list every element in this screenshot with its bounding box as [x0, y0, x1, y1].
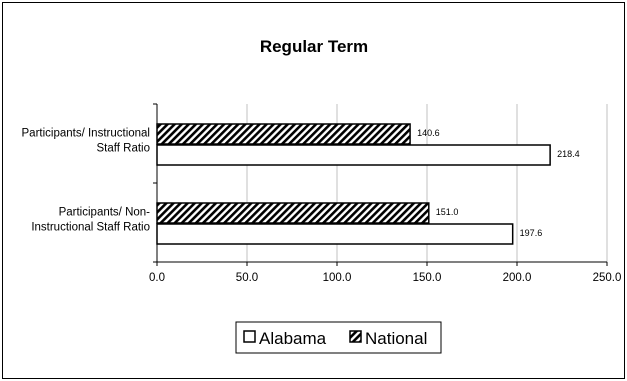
bar-national-1 [156, 202, 430, 224]
bar-national-0 [156, 123, 411, 145]
chart-title: Regular Term [260, 37, 368, 56]
category-label: Instructional Staff Ratio [31, 222, 150, 234]
x-tick-label: 50.0 [236, 272, 258, 284]
category-label: Participants/ Non- [59, 207, 151, 219]
bar-alabama-0 [156, 144, 551, 166]
x-tick-label: 150.0 [413, 272, 442, 284]
x-tick-label: 200.0 [503, 272, 532, 284]
legend-label-national: National [365, 329, 427, 348]
data-label: 151.0 [436, 207, 459, 217]
category-label: Participants/ Instructional [22, 128, 150, 140]
legend-swatch-alabama [243, 330, 256, 343]
bar-alabama-1 [156, 223, 514, 245]
legend-swatch-national [349, 330, 362, 343]
data-label: 197.6 [520, 228, 543, 238]
legend: Alabama National [235, 321, 442, 354]
legend-box [235, 321, 442, 354]
x-tick-label: 250.0 [593, 272, 622, 284]
category-label: Staff Ratio [97, 143, 151, 155]
data-label: 218.4 [557, 149, 580, 159]
legend-label-alabama: Alabama [259, 329, 327, 348]
data-label: 140.6 [417, 128, 440, 138]
x-tick-label: 100.0 [323, 272, 352, 284]
x-tick-label: 0.0 [149, 272, 165, 284]
